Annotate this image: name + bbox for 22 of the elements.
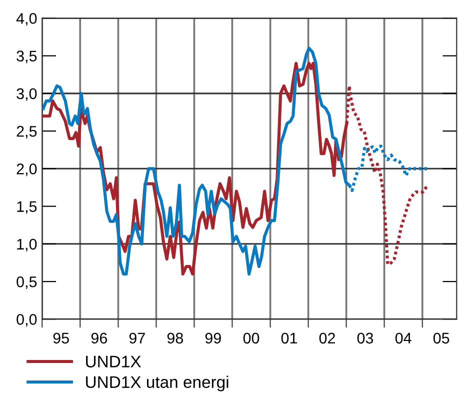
x-tick-label: 05 xyxy=(433,332,450,344)
y-tick-label: 1,5 xyxy=(17,201,37,214)
x-tick-label: 00 xyxy=(243,332,260,344)
legend-label: UND1X utan energi xyxy=(86,376,228,392)
x-tick-label: 99 xyxy=(205,332,221,344)
y-tick-label: 1,0 xyxy=(17,238,37,252)
y-tick-label: 2,0 xyxy=(16,164,37,176)
x-tick-label: 96 xyxy=(91,332,108,344)
legend-label: UND1X xyxy=(86,356,141,368)
x-tick-label: 03 xyxy=(357,332,374,344)
y-tick-label: 3,0 xyxy=(16,88,37,101)
x-tick-label: 01 xyxy=(281,332,297,344)
y-tick-label: 0,0 xyxy=(16,314,37,327)
x-tick-label: 97 xyxy=(129,332,145,344)
y-tick-label: 2,5 xyxy=(16,126,37,139)
x-tick-label: 04 xyxy=(395,332,412,344)
y-tick-label: 3,5 xyxy=(16,50,37,64)
x-tick-label: 95 xyxy=(53,332,69,344)
x-tick-label: 02 xyxy=(319,332,335,344)
y-tick-label: 4,0 xyxy=(16,13,37,26)
x-tick-label: 98 xyxy=(167,332,183,344)
y-tick-label: 0,5 xyxy=(16,276,37,290)
